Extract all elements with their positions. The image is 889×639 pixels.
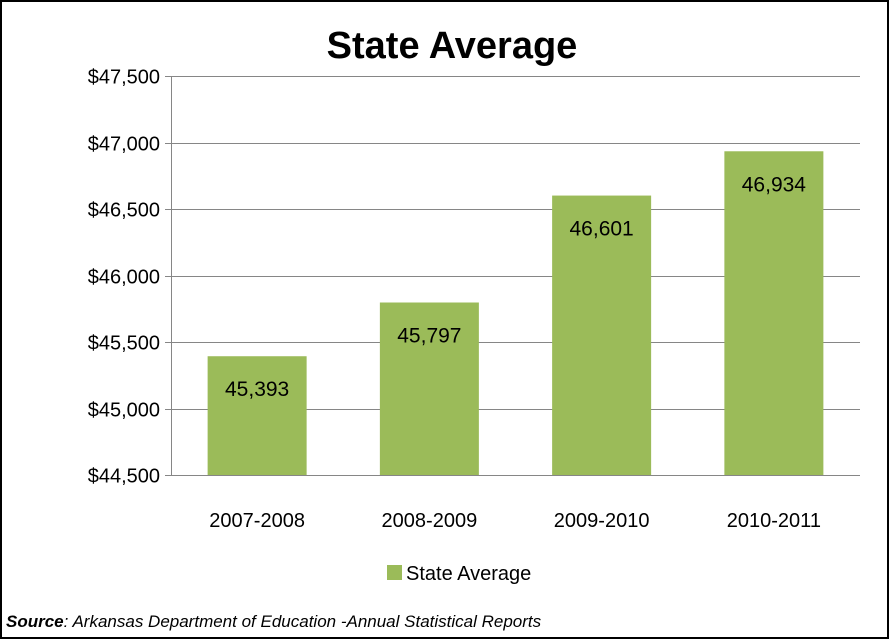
y-tick-label: $47,000 — [88, 134, 160, 156]
legend-swatch — [387, 565, 402, 580]
source-note: Source: Arkansas Department of Education… — [6, 612, 541, 632]
legend-label: State Average — [406, 563, 531, 585]
x-tick-label: 2010-2011 — [727, 510, 821, 532]
x-tick-label: 2007-2008 — [209, 510, 305, 532]
data-labels: 45,393 45,797 46,601 46,934 — [225, 173, 806, 401]
data-label: 45,393 — [225, 378, 289, 401]
bar — [552, 195, 652, 475]
y-tick-label: $46,500 — [88, 200, 160, 222]
x-tick-label: 2009-2010 — [554, 510, 650, 532]
bar — [379, 302, 479, 475]
x-axis-ticks: 2007-2008 2008-2009 2009-2010 2010-2011 — [209, 510, 821, 532]
y-tick-label: $47,500 — [88, 67, 160, 89]
data-label: 46,601 — [570, 218, 634, 241]
y-tick-label: $46,000 — [88, 267, 160, 289]
x-tick-label: 2008-2009 — [382, 510, 478, 532]
legend: State Average — [387, 563, 531, 585]
y-tick-label: $45,000 — [88, 400, 160, 422]
chart-title: State Average — [327, 25, 578, 67]
y-tick-label: $44,500 — [88, 466, 160, 488]
bars — [207, 151, 824, 475]
y-tick-label: $45,500 — [88, 333, 160, 355]
y-axis-ticks: $44,500 $45,000 $45,500 $46,000 $46,500 $47,0… — [88, 67, 160, 488]
bar — [207, 356, 307, 475]
source-text: : Arkansas Department of Education -Annu… — [63, 612, 542, 631]
source-label: Source — [6, 612, 64, 631]
data-label: 45,797 — [397, 324, 461, 347]
bar — [724, 151, 824, 475]
data-label: 46,934 — [742, 173, 807, 196]
